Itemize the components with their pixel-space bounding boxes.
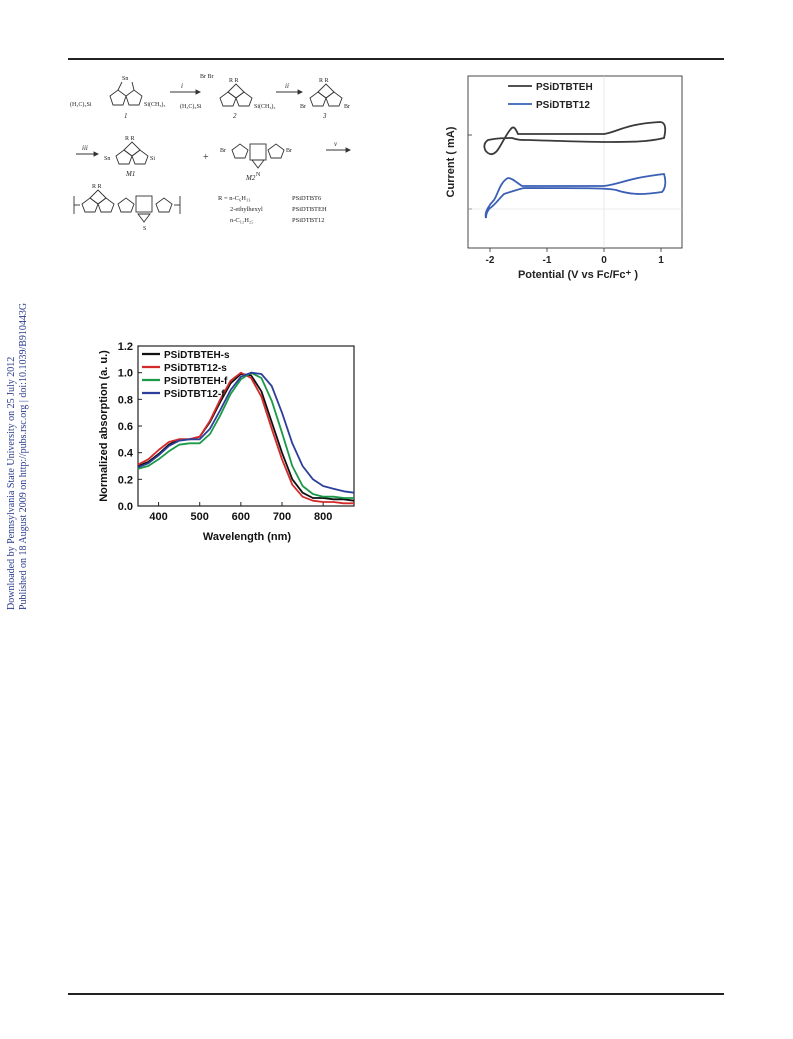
absorption-ytick-label-2: 0.4 <box>118 448 134 460</box>
cv-plot-frame <box>467 75 683 249</box>
absorption-chart: Normalized absorption (a. u.) Wavelength… <box>98 341 355 543</box>
scheme-rr-polymer: R R <box>92 184 102 190</box>
cv-curve-psidtbteh <box>483 121 667 155</box>
download-sidebar: Downloaded by Pennsylvania State Univers… <box>4 270 34 610</box>
cv-figure: PSiDTBTEH PSiDTBT12 -2 -1 0 1 Potential … <box>445 75 683 281</box>
scheme-arrow-v: v <box>334 140 338 148</box>
absorption-ytick-label-1: 0.2 <box>118 474 133 486</box>
cv-xtick-3: 1 <box>658 255 664 266</box>
scheme-legend-r-0: R = n-C₆H₁₃ <box>218 195 251 202</box>
top-rule <box>68 58 724 60</box>
scheme-n: N <box>256 172 261 178</box>
synthesis-scheme: (H₃C)₃Si Si(CH₃)₃ Sn (H₃C)₃Si Si(CH₃)₃ R… <box>70 74 352 232</box>
scheme-legend-name-0: PSiDTBT6 <box>292 195 322 202</box>
scheme-arrow-iii: iii <box>82 144 88 152</box>
scheme-arrow-ii: ii <box>285 82 289 90</box>
scheme-tms-right: Si(CH₃)₃ <box>144 101 166 108</box>
scheme-tms-left-2: (H₃C)₃Si <box>180 103 202 110</box>
scheme-arrow-i: i <box>181 82 183 90</box>
absorption-plot-frame <box>137 345 355 507</box>
scheme-label-3: 3 <box>322 112 327 120</box>
scheme-label-1: 1 <box>124 112 128 120</box>
cv-ylabel: Current ( mA) <box>445 126 457 197</box>
scheme-br-4: Br <box>286 148 292 154</box>
absorption-xtick-label-1: 500 <box>191 511 209 523</box>
absorption-ytick-label-3: 0.6 <box>118 421 133 433</box>
scheme-tms-right-2: Si(CH₃)₃ <box>254 103 276 110</box>
sidebar-line-published: Published on 18 August 2009 on http://pu… <box>18 302 29 610</box>
cv-xtick-2: 0 <box>601 255 607 266</box>
scheme-legend-name-2: PSiDTBT12 <box>292 217 325 224</box>
scheme-label-m1: M1 <box>125 170 135 178</box>
absorption-xtick-label-4: 800 <box>314 511 332 523</box>
sidebar-line-downloaded: Downloaded by Pennsylvania State Univers… <box>6 356 17 610</box>
scheme-br-1: Br <box>300 104 306 110</box>
scheme-label-2: 2 <box>233 112 237 120</box>
scheme-br-3: Br <box>220 148 226 154</box>
absorption-legend-label-0: PSiDTBTEH-s <box>164 350 230 361</box>
cv-legend-label-1: PSiDTBT12 <box>536 100 590 111</box>
scheme-plus: + <box>203 152 209 163</box>
absorption-ytick-label-6: 1.2 <box>118 341 133 353</box>
scheme-tms-left: (H₃C)₃Si <box>70 101 92 108</box>
scheme-s: S <box>143 226 146 232</box>
absorption-ylabel: Normalized absorption (a. u.) <box>98 350 110 502</box>
absorption-xlabel: Wavelength (nm) <box>203 531 292 543</box>
absorption-legend-label-3: PSiDTBT12-f <box>164 389 225 400</box>
absorption-ytick-label-5: 1.0 <box>118 368 133 380</box>
scheme-br-2: Br <box>344 104 350 110</box>
cv-xlabel: Potential (V vs Fc/Fc⁺ ) <box>518 269 638 281</box>
absorption-series-line-3 <box>137 371 355 494</box>
absorption-ytick-label-4: 0.8 <box>118 394 133 406</box>
scheme-legend-r-1: 2-ethylhexyl <box>230 206 263 213</box>
bottom-rule <box>68 993 724 995</box>
cv-legend-label-0: PSiDTBTEH <box>536 82 593 93</box>
scheme-sn-1: Sn <box>122 76 128 82</box>
scheme-rr-m1: R R <box>125 136 135 142</box>
absorption-xtick-label-3: 700 <box>273 511 291 523</box>
absorption-legend-label-1: PSiDTBT12-s <box>164 363 227 374</box>
scheme-si-m1: Si <box>150 156 155 162</box>
scheme-top-sub: Br Br <box>200 74 214 80</box>
scheme-rr-2: R R <box>229 78 239 84</box>
absorption-xtick-label-0: 400 <box>149 511 167 523</box>
absorption-ytick-label-0: 0.0 <box>118 501 133 513</box>
scheme-legend-r-2: n-C₁₂H₂₅ <box>230 217 254 224</box>
scheme-rr-3: R R <box>319 78 329 84</box>
cv-xtick-1: -1 <box>543 255 552 266</box>
absorption-xtick-label-2: 600 <box>232 511 250 523</box>
cv-curve-psidtbt12 <box>484 173 667 219</box>
scheme-legend-name-1: PSiDTBTEH <box>292 206 327 213</box>
scheme-sn-m1: Sn <box>104 156 110 162</box>
absorption-legend-label-2: PSiDTBTEH-f <box>164 376 228 387</box>
absorption-series-line-2 <box>137 371 354 499</box>
cv-xtick-0: -2 <box>486 255 495 266</box>
scheme-label-m2: M2 <box>245 174 256 182</box>
